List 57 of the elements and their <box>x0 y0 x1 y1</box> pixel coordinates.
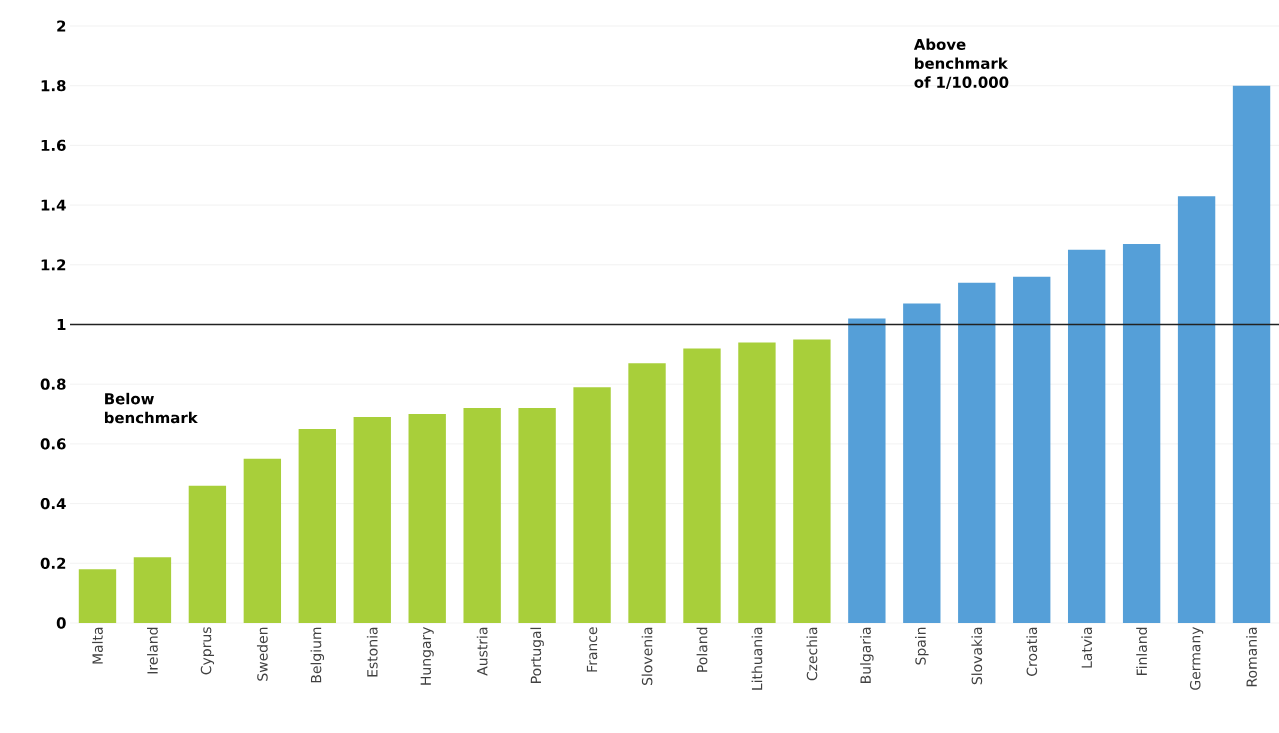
y-tick-label: 1 <box>57 319 66 330</box>
x-tick-label: Poland <box>696 627 708 672</box>
y-tick-label: 1.2 <box>41 259 66 271</box>
bar <box>1122 243 1161 623</box>
x-tick-label: Slovakia <box>971 627 983 685</box>
x-tick-label: Croatia <box>1026 627 1038 676</box>
bar <box>958 282 996 623</box>
y-tick-label: 0 <box>56 617 66 629</box>
y-tick-label: 1.6 <box>41 139 66 152</box>
bar <box>793 339 831 623</box>
x-tick-label: Hungary <box>420 626 434 685</box>
y-tick-label: 0.2 <box>40 557 66 569</box>
x-tick-label: Portugal <box>530 627 544 683</box>
y-tick-label: 0.4 <box>40 497 66 510</box>
x-tick-label: Estonia <box>366 627 378 677</box>
bar <box>628 363 666 623</box>
bar <box>903 303 941 623</box>
bar <box>298 428 336 623</box>
x-tick-label: Lithuania <box>751 627 763 690</box>
x-tick-label: Malta <box>92 627 103 664</box>
x-tick-label: Austria <box>476 627 488 676</box>
bar <box>78 569 117 623</box>
bar <box>243 458 282 623</box>
x-tick-label: Latvia <box>1081 627 1093 668</box>
y-tick-label: 1.8 <box>41 80 66 92</box>
annotation: Below benchmark <box>104 392 198 424</box>
y-tick-label: 0.6 <box>40 438 66 450</box>
annotation: Above benchmark of 1/10.000 <box>913 38 1009 90</box>
x-tick-label: Cyprus <box>200 627 215 675</box>
bar <box>683 348 721 623</box>
bar <box>573 387 611 623</box>
x-tick-label: Ireland <box>147 627 158 674</box>
x-tick-label: Belgium <box>310 627 325 683</box>
bar <box>1013 276 1051 623</box>
bar <box>738 342 776 623</box>
bar <box>518 408 556 623</box>
bar <box>848 318 886 623</box>
x-tick-label: Germany <box>1189 626 1204 690</box>
x-tick-label: Czechia <box>806 627 818 681</box>
x-tick-label: Slovenia <box>641 627 653 685</box>
y-tick-label: 1.4 <box>41 199 66 211</box>
bar <box>408 414 446 623</box>
x-tick-label: Spain <box>915 627 929 665</box>
bar <box>188 485 227 623</box>
x-tick-label: Bulgaria <box>860 627 874 683</box>
y-tick-label: 2 <box>57 20 66 32</box>
bar <box>1177 196 1216 623</box>
x-tick-label: Sweden <box>256 627 268 681</box>
x-tick-label: Romania <box>1246 627 1257 687</box>
bar <box>1067 249 1106 623</box>
bar <box>133 557 172 623</box>
bar <box>353 417 391 623</box>
x-tick-label: France <box>586 627 598 672</box>
x-tick-label: Finland <box>1136 627 1148 675</box>
y-tick-label: 0.8 <box>40 378 66 390</box>
bar <box>463 408 501 623</box>
bar <box>1232 85 1271 623</box>
